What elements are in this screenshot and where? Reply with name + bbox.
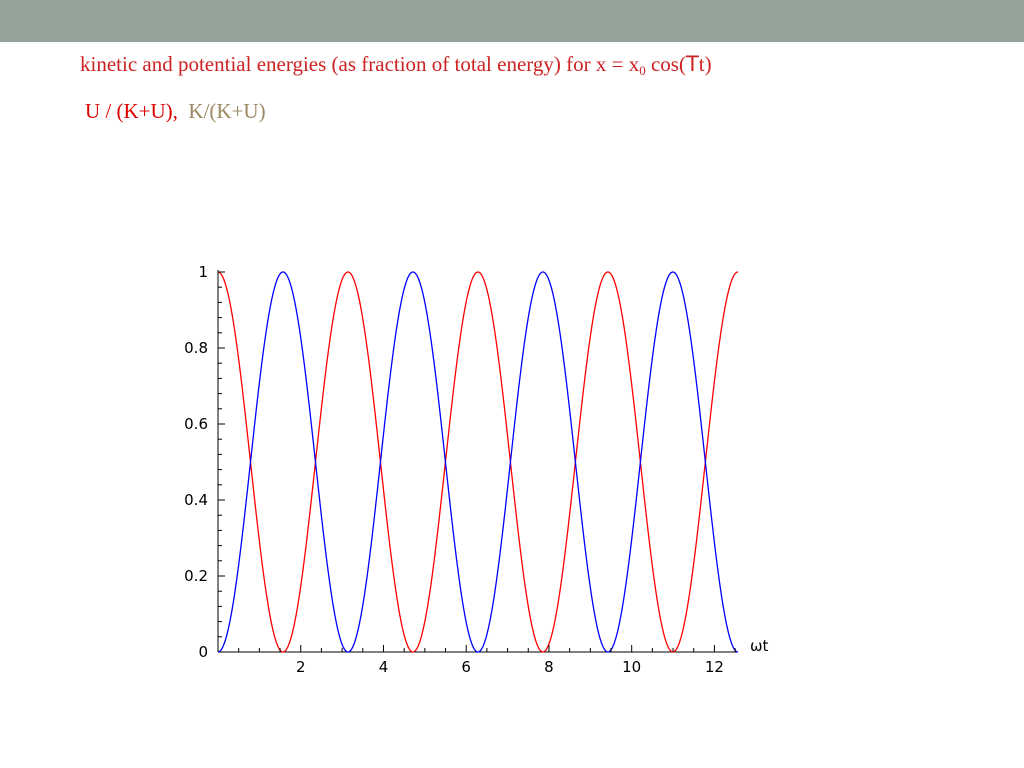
chart-ticks: 2 4 6 8 10 12 0 0.2 0.4 0.6 0.8 1 ωt xyxy=(184,263,768,676)
y-tick-label: 0.2 xyxy=(184,567,208,585)
y-tick-label: 0.6 xyxy=(184,415,208,433)
slide-title: kinetic and potential energies (as fract… xyxy=(80,50,712,78)
x-tick-label: 2 xyxy=(296,658,306,676)
energy-fraction-chart: 2 4 6 8 10 12 0 0.2 0.4 0.6 0.8 1 ωt xyxy=(184,263,768,676)
title-omega-glyph: T xyxy=(685,52,699,76)
y-tick-label: 0.4 xyxy=(184,491,208,509)
chart-axes xyxy=(217,270,738,653)
series-line-red xyxy=(217,271,739,653)
chart-series-layer xyxy=(217,271,739,653)
series-line-blue xyxy=(217,271,739,653)
x-tick-label: 4 xyxy=(379,658,389,676)
x-tick-label: 12 xyxy=(705,658,724,676)
top-band xyxy=(0,0,1024,42)
x-tick-label: 8 xyxy=(544,658,554,676)
legend-k-label: K/(K+U) xyxy=(188,99,266,123)
legend-u-label: U / (K+U), xyxy=(85,99,178,123)
legend-gap xyxy=(178,99,189,123)
title-cos: cos( xyxy=(645,52,686,76)
x-tick-label: 10 xyxy=(622,658,641,676)
y-tick-label: 1 xyxy=(198,263,208,281)
x-axis-label: ωt xyxy=(750,637,769,655)
title-end: t) xyxy=(698,52,712,76)
title-text: kinetic and potential energies (as fract… xyxy=(80,52,640,76)
y-tick-label: 0.8 xyxy=(184,339,208,357)
x-tick-label: 6 xyxy=(461,658,471,676)
legend-line: U / (K+U), K/(K+U) xyxy=(85,97,266,125)
y-tick-label: 0 xyxy=(198,643,208,661)
title-subscript: 0 xyxy=(639,63,646,78)
